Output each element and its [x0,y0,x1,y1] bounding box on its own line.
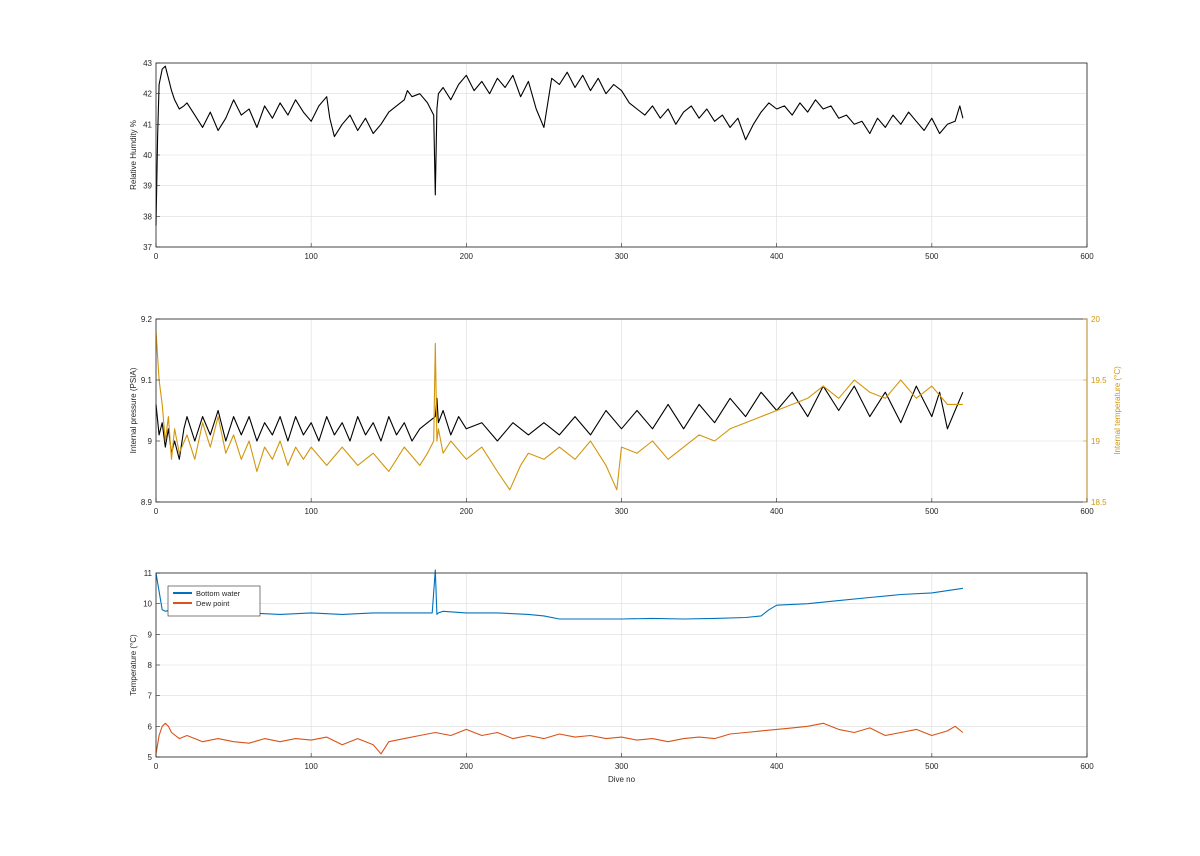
x-tick-label: 600 [1080,252,1094,261]
x-tick-label: 0 [154,507,159,516]
y-right-tick-label: 20 [1091,315,1100,324]
y-tick-label: 38 [143,212,152,221]
x-axis-label: Dive no [608,775,636,784]
y-tick-label: 9 [148,630,153,639]
x-tick-label: 0 [154,252,159,261]
series-line-main [155,65,964,226]
x-tick-label: 300 [615,507,629,516]
x-tick-label: 300 [615,252,629,261]
y-axis-label-right: Internal temperature (°C) [1113,366,1122,455]
x-tick-label: 200 [460,762,474,771]
y-tick-label: 41 [143,120,152,129]
legend-label: Bottom water [196,589,241,598]
y-right-tick-label: 19 [1091,437,1100,446]
x-tick-label: 100 [304,762,318,771]
legend-label: Dew point [196,599,230,608]
y-right-tick-label: 19.5 [1091,376,1107,385]
x-tick-label: 500 [925,762,939,771]
x-tick-label: 100 [304,507,318,516]
series-line-left [155,385,964,460]
x-tick-label: 600 [1080,762,1094,771]
y-tick-label: 5 [148,753,153,762]
y-tick-label: 40 [143,151,152,160]
x-tick-label: 600 [1080,507,1094,516]
x-tick-label: 500 [925,252,939,261]
y-tick-label: 37 [143,243,152,252]
series-line-right [155,331,963,491]
y-axis-label: Internal pressure (PSIA) [129,367,138,453]
y-tick-label: 11 [144,569,153,578]
y-tick-label: 42 [143,90,152,99]
y-tick-label: 8.9 [141,498,153,507]
y-axis-label: Temperature (°C) [129,634,138,696]
y-tick-label: 9.1 [141,376,153,385]
x-tick-label: 400 [770,762,784,771]
y-tick-label: 9.2 [141,315,153,324]
x-tick-label: 300 [615,762,629,771]
y-tick-label: 43 [143,59,152,68]
y-tick-label: 7 [148,692,153,701]
y-tick-label: 10 [143,600,152,609]
x-tick-label: 200 [460,252,474,261]
panel-1: 0 100 200 300 400 500 600 37 38 39 40 41 42 43 Relativ… [129,59,1094,261]
y-tick-label: 39 [143,182,152,191]
y-tick-label: 9 [148,437,153,446]
x-tick-label: 400 [770,507,784,516]
x-tick-label: 100 [304,252,318,261]
x-tick-label: 200 [460,507,474,516]
y-axis-label: Relative Humdity % [129,120,138,190]
legend-box [167,585,261,617]
y-right-tick-label: 18.5 [1091,498,1107,507]
x-tick-label: 0 [154,762,159,771]
panel-2: 0 100 200 300 400 500 600 8.9 9 9.1 9.2 18.5 19 19.5 2… [129,315,1122,516]
x-tick-label: 400 [770,252,784,261]
y-tick-label: 8 [148,661,153,670]
series-line-dew-point [155,722,964,755]
y-tick-label: 6 [148,722,153,731]
panel-3: 0 100 200 300 400 500 600 5 6 7 8 9 10 11 Temperature … [129,569,1094,784]
x-tick-label: 500 [925,507,939,516]
